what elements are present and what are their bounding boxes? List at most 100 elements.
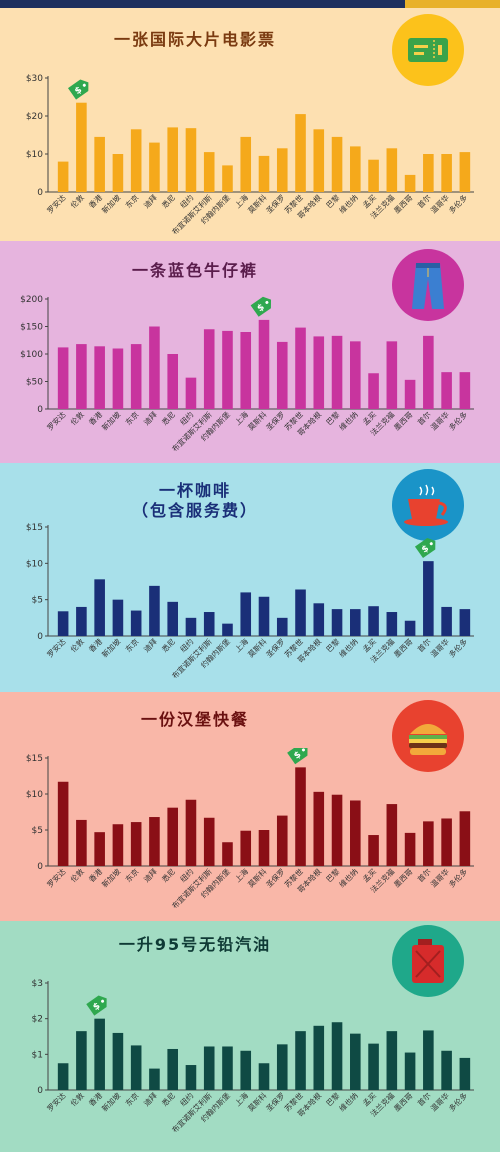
y-tick-label: 0 — [37, 862, 43, 872]
y-tick-label: $15 — [26, 523, 43, 533]
y-tick-label: $1 — [32, 1050, 43, 1060]
bar-约翰内斯堡 — [222, 842, 233, 866]
bar-伦敦 — [76, 102, 87, 192]
bar-孟买 — [368, 606, 379, 636]
bar-苏黎世 — [295, 114, 306, 192]
category-label: 墨西哥 — [392, 867, 415, 890]
jeans-icon — [412, 263, 444, 309]
bar-多伦多 — [459, 811, 471, 866]
top-bar-accent — [405, 0, 500, 8]
category-label: 多伦多 — [446, 192, 469, 215]
bar-圣保罗 — [276, 1044, 288, 1090]
bar-圣保罗 — [276, 341, 288, 409]
bar-莫斯科 — [258, 1063, 270, 1090]
category-label: 莫斯科 — [245, 409, 268, 432]
category-label: 迪拜 — [141, 866, 159, 884]
icon-badge — [392, 14, 464, 86]
bar-布宜诺斯艾利斯 — [203, 817, 215, 866]
category-label: 莫斯科 — [245, 636, 268, 659]
chart-panel-4: 一份汉堡快餐 0 $5 $10 $15 罗安达 伦敦 香港 新加坡 东京 迪拜 悉尼 纽约 布宜诺斯艾利斯… — [0, 692, 500, 921]
bar-莫斯科 — [258, 155, 270, 192]
category-label: 东京 — [123, 409, 141, 427]
category-label: 圣保罗 — [264, 637, 286, 659]
bar-温哥华 — [441, 606, 452, 636]
category-label: 多伦多 — [446, 866, 469, 889]
icon-badge — [392, 925, 464, 997]
category-label: 多伦多 — [446, 1090, 469, 1113]
price-tag-icon: $ — [287, 748, 308, 765]
price-tag-icon: $ — [86, 995, 107, 1016]
category-label: 莫斯科 — [245, 866, 268, 889]
bar-哥本哈根 — [313, 791, 325, 866]
category-label: 罗安达 — [45, 636, 68, 659]
y-tick-label: 0 — [37, 632, 43, 642]
category-label: 新加坡 — [99, 866, 122, 889]
bar-东京 — [130, 610, 142, 636]
chart-title: 一份汉堡快餐 — [0, 710, 390, 730]
bar-迪拜 — [149, 817, 160, 866]
category-label: 多伦多 — [446, 636, 469, 659]
bar-哥本哈根 — [313, 1025, 325, 1090]
bar-上海 — [240, 830, 252, 866]
bar-纽约 — [185, 377, 197, 409]
category-label: 圣保罗 — [264, 867, 286, 889]
bar-首尔 — [423, 1030, 434, 1090]
icon-badge — [392, 249, 464, 321]
bar-苏黎世 — [295, 589, 306, 636]
y-tick-label: $200 — [20, 295, 43, 305]
bar-新加坡 — [112, 154, 124, 192]
y-tick-label: $10 — [26, 150, 43, 160]
bar-上海 — [240, 332, 252, 409]
category-label: 多伦多 — [446, 409, 469, 432]
category-label: 温哥华 — [428, 409, 451, 432]
bar-墨西哥 — [404, 620, 416, 636]
bar-罗安达 — [57, 161, 69, 192]
icon-badge — [392, 469, 464, 541]
bar-香港 — [94, 832, 105, 866]
bar-罗安达 — [57, 611, 69, 636]
bar-伦敦 — [76, 1031, 87, 1090]
bar-悉尼 — [167, 354, 178, 409]
bar-约翰内斯堡 — [222, 623, 233, 636]
y-tick-label: 0 — [37, 1086, 43, 1096]
category-label: 维也纳 — [337, 192, 360, 215]
category-label: 悉尼 — [159, 1090, 177, 1108]
bar-温哥华 — [441, 1050, 452, 1090]
bar-新加坡 — [112, 824, 124, 866]
svg-text:$: $ — [73, 85, 84, 97]
bar-多伦多 — [459, 609, 471, 636]
bar-巴黎 — [331, 1022, 343, 1090]
y-tick-label: $5 — [32, 596, 43, 606]
bar-首尔 — [423, 335, 434, 409]
bar-悉尼 — [167, 127, 178, 192]
bar-多伦多 — [459, 1057, 471, 1090]
bar-罗安达 — [57, 1063, 69, 1090]
bar-墨西哥 — [404, 1052, 416, 1090]
burger-icon — [409, 724, 447, 755]
bar-圣保罗 — [276, 148, 288, 192]
bar-巴黎 — [331, 794, 343, 866]
category-label: 罗安达 — [45, 866, 68, 889]
bar-香港 — [94, 136, 105, 192]
bar-巴黎 — [331, 609, 343, 636]
bar-布宜诺斯艾利斯 — [203, 329, 215, 409]
category-label: 温哥华 — [428, 866, 451, 889]
category-label: 墨西哥 — [392, 637, 415, 660]
bar-莫斯科 — [258, 596, 270, 636]
price-tag-icon: $ — [250, 296, 272, 317]
bar-巴黎 — [331, 136, 343, 192]
bar-东京 — [130, 344, 142, 409]
bar-上海 — [240, 1050, 252, 1090]
category-label: 莫斯科 — [245, 192, 268, 215]
bar-chart: 0$5$10$15罗安达 伦敦 香港新加坡 东京 迪拜 悉尼 纽约布宜诺斯艾利斯约翰内斯堡上… — [26, 748, 474, 911]
bar-首尔 — [423, 154, 434, 192]
bar-香港 — [94, 1018, 105, 1090]
bar-维也纳 — [350, 146, 361, 192]
category-label: 悉尼 — [159, 636, 177, 654]
svg-text:$: $ — [420, 544, 431, 556]
category-label: 新加坡 — [99, 192, 122, 215]
category-label: 墨西哥 — [392, 1091, 415, 1114]
bar-约翰内斯堡 — [222, 330, 233, 409]
